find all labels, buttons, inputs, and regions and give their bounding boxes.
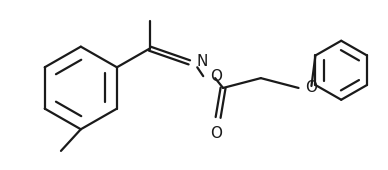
Text: N: N: [196, 54, 208, 69]
Text: O: O: [305, 80, 317, 95]
Text: O: O: [210, 69, 222, 84]
Text: O: O: [210, 126, 222, 141]
